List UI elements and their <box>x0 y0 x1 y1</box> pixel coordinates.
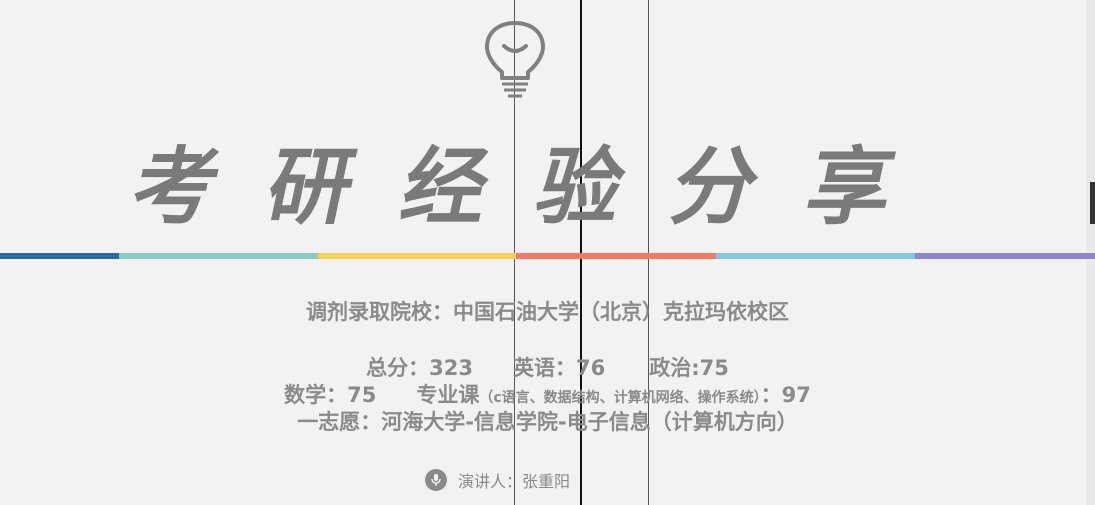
total-score: 总分：323 <box>366 356 473 380</box>
politics-score: 政治:75 <box>649 356 729 380</box>
stripe-segment-3 <box>318 253 516 259</box>
lightbulb-icon <box>485 21 545 98</box>
title-char: 考 <box>124 136 230 236</box>
first-choice-line: 一志愿：河海大学-信息学院-电子信息（计算机方向） <box>0 406 1095 436</box>
school-line: 调剂录取院校：中国石油大学（北京）克拉玛依校区 <box>0 296 1095 326</box>
edge-marker <box>1090 182 1095 224</box>
scores-line-2: 数学：75 专业课（c语言、数据结构、计算机网络、操作系统）：97 <box>0 379 1095 409</box>
stripe-segment-2 <box>119 253 318 259</box>
title-char: 研 <box>258 136 365 236</box>
title-char: 享 <box>798 136 904 236</box>
math-score: 数学：75 <box>284 383 377 407</box>
guide-line-left <box>514 0 515 505</box>
speaker-text: 演讲人：张重阳 <box>458 472 571 491</box>
major-label: 专业课 <box>416 383 480 407</box>
slide-edge <box>1086 0 1095 505</box>
guide-line-right <box>648 0 649 505</box>
stripe-segment-6 <box>915 253 1095 259</box>
english-score: 英语：76 <box>512 356 606 380</box>
stripe-segment-4 <box>516 253 716 259</box>
school-text: 调剂录取院校：中国石油大学（北京）克拉玛依校区 <box>306 300 789 324</box>
microphone-icon <box>425 469 447 491</box>
major-detail: （c语言、数据结构、计算机网络、操作系统） <box>479 390 761 406</box>
title-char: 分 <box>663 136 769 236</box>
major-score: ：97 <box>760 383 811 407</box>
stripe-segment-1 <box>0 253 119 259</box>
title-char: 验 <box>528 136 634 236</box>
speaker-info: 演讲人：张重阳 <box>425 468 570 492</box>
title-char: 经 <box>393 136 499 236</box>
slide-title: 考 研 经 验 分 享 <box>119 130 910 236</box>
first-choice-text: 一志愿：河海大学-信息学院-电子信息（计算机方向） <box>297 410 798 434</box>
stripe-segment-5 <box>716 253 915 259</box>
guide-line-center <box>580 0 582 505</box>
scores-line-1: 总分：323 英语：76 政治:75 <box>0 352 1095 382</box>
